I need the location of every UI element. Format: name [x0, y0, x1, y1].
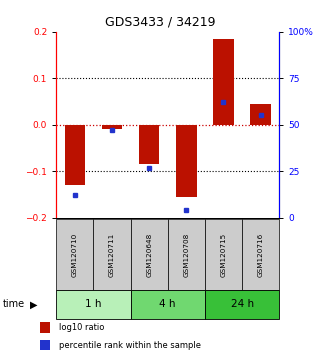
- Bar: [93, 219, 131, 290]
- Text: 24 h: 24 h: [230, 299, 254, 309]
- Bar: [131, 290, 205, 319]
- Text: ▶: ▶: [30, 299, 38, 309]
- Text: GSM120708: GSM120708: [183, 233, 189, 277]
- Bar: [131, 219, 168, 290]
- Bar: [242, 219, 279, 290]
- Bar: [56, 290, 131, 319]
- Bar: [213, 39, 234, 125]
- Bar: [168, 219, 205, 290]
- Bar: [139, 125, 159, 164]
- Bar: [205, 219, 242, 290]
- Text: 1 h: 1 h: [85, 299, 102, 309]
- Text: GSM120648: GSM120648: [146, 233, 152, 277]
- Text: GSM120715: GSM120715: [221, 233, 227, 277]
- Text: 4 h: 4 h: [160, 299, 176, 309]
- Text: percentile rank within the sample: percentile rank within the sample: [59, 341, 201, 350]
- Bar: [102, 125, 122, 130]
- Text: GSM120711: GSM120711: [109, 233, 115, 277]
- Text: GSM120710: GSM120710: [72, 233, 78, 277]
- Bar: [205, 290, 279, 319]
- Text: GDS3433 / 34219: GDS3433 / 34219: [105, 16, 216, 29]
- Bar: [40, 322, 50, 333]
- Text: time: time: [3, 299, 25, 309]
- Text: log10 ratio: log10 ratio: [59, 323, 105, 332]
- Bar: [40, 340, 50, 350]
- Text: GSM120716: GSM120716: [258, 233, 264, 277]
- Bar: [65, 125, 85, 185]
- Bar: [56, 219, 93, 290]
- Bar: [250, 104, 271, 125]
- Bar: [176, 125, 196, 197]
